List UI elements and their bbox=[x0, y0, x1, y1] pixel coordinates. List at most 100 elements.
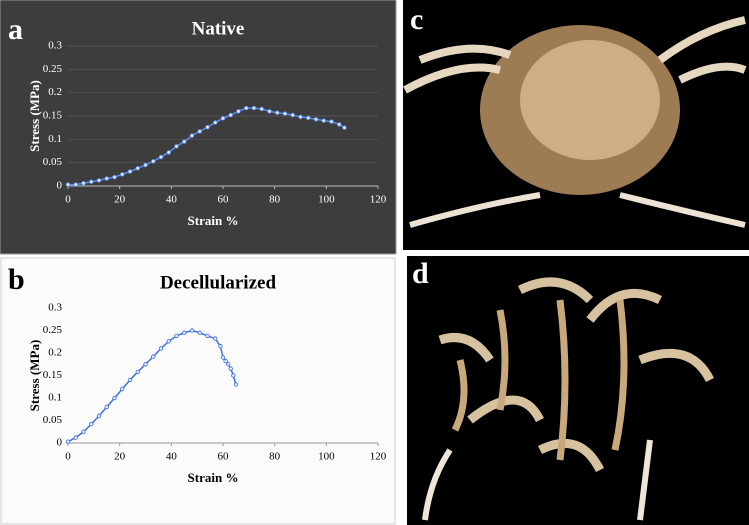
data-point bbox=[197, 330, 202, 335]
chart-title: Decellularized bbox=[160, 272, 277, 293]
data-point bbox=[127, 169, 133, 174]
x-tick-label: 120 bbox=[370, 451, 387, 463]
data-point bbox=[120, 172, 125, 177]
y-tick-label: 0.2 bbox=[48, 347, 62, 359]
chart-title: Native bbox=[192, 18, 245, 39]
x-tick-label: 80 bbox=[269, 451, 281, 463]
y-tick-label: 0 bbox=[57, 180, 63, 192]
x-tick-label: 40 bbox=[166, 451, 178, 463]
data-point bbox=[218, 344, 223, 349]
data-point bbox=[205, 124, 210, 130]
data-point bbox=[313, 117, 319, 122]
data-point bbox=[174, 333, 179, 339]
y-tick-label: 0.25 bbox=[43, 324, 63, 336]
data-point bbox=[233, 382, 239, 387]
data-point bbox=[174, 144, 179, 149]
data-point bbox=[321, 118, 326, 123]
data-point bbox=[337, 122, 342, 127]
x-tick-label: 100 bbox=[318, 451, 335, 463]
x-tick-label: 60 bbox=[218, 451, 230, 463]
data-point bbox=[65, 439, 71, 444]
y-tick-label: 0.3 bbox=[48, 40, 62, 52]
data-point bbox=[135, 369, 140, 375]
x-axis-label: Strain % bbox=[188, 213, 239, 228]
y-tick-label: 0.25 bbox=[43, 63, 63, 75]
data-point bbox=[275, 110, 280, 115]
y-tick-label: 0.15 bbox=[43, 369, 63, 381]
data-point bbox=[112, 174, 117, 180]
y-tick-label: 0.1 bbox=[48, 392, 62, 404]
image-d bbox=[407, 256, 749, 525]
data-point bbox=[298, 114, 303, 120]
data-point bbox=[182, 330, 187, 335]
data-point bbox=[267, 109, 272, 114]
data-point bbox=[65, 182, 71, 187]
data-point bbox=[244, 105, 249, 111]
data-point bbox=[104, 404, 109, 410]
panel-label: c bbox=[410, 3, 423, 36]
data-point bbox=[205, 333, 210, 339]
data-point bbox=[89, 179, 94, 184]
panel-b-bg bbox=[0, 257, 396, 525]
data-point bbox=[306, 115, 311, 121]
data-point bbox=[120, 386, 125, 392]
data-point bbox=[112, 395, 117, 401]
x-tick-label: 20 bbox=[114, 451, 126, 463]
y-tick-label: 0.15 bbox=[43, 110, 63, 122]
data-point bbox=[151, 354, 156, 359]
data-point bbox=[251, 105, 257, 111]
data-point bbox=[231, 373, 236, 378]
image-c bbox=[403, 0, 749, 250]
y-tick-label: 0.2 bbox=[48, 86, 62, 98]
data-point bbox=[282, 111, 288, 116]
data-point bbox=[342, 125, 347, 130]
data-point bbox=[228, 366, 233, 371]
data-point bbox=[189, 133, 195, 138]
data-point bbox=[151, 159, 156, 164]
data-point bbox=[81, 180, 86, 186]
data-point bbox=[158, 346, 164, 351]
data-point bbox=[197, 129, 202, 134]
x-axis-label: Strain % bbox=[188, 470, 239, 485]
x-tick-label: 20 bbox=[114, 194, 126, 206]
data-point bbox=[96, 178, 102, 183]
data-point bbox=[166, 339, 171, 344]
x-tick-label: 100 bbox=[318, 194, 335, 206]
data-point bbox=[104, 176, 109, 181]
data-point bbox=[73, 182, 78, 187]
data-point bbox=[223, 358, 228, 364]
data-point bbox=[236, 109, 241, 114]
y-tick-label: 0.05 bbox=[43, 414, 63, 426]
data-point bbox=[220, 355, 226, 360]
data-point bbox=[81, 429, 86, 434]
data-point bbox=[182, 139, 187, 144]
data-point bbox=[96, 413, 102, 419]
data-point bbox=[73, 435, 78, 440]
x-tick-label: 0 bbox=[65, 194, 71, 206]
y-tick-label: 0 bbox=[57, 437, 63, 449]
panel-label: a bbox=[8, 13, 23, 46]
data-point bbox=[189, 328, 195, 333]
y-tick-label: 0.1 bbox=[48, 133, 62, 145]
data-point bbox=[127, 377, 133, 383]
y-axis-label: Stress (MPa) bbox=[27, 80, 42, 152]
y-tick-label: 0.3 bbox=[48, 302, 62, 314]
data-point bbox=[220, 116, 226, 121]
panel-label: d bbox=[412, 257, 429, 290]
data-point bbox=[143, 162, 148, 168]
data-point bbox=[166, 150, 171, 155]
data-point bbox=[290, 112, 295, 118]
data-point bbox=[329, 119, 334, 124]
panel-label: b bbox=[8, 263, 25, 296]
x-tick-label: 0 bbox=[65, 451, 71, 463]
data-point bbox=[213, 120, 218, 125]
data-point bbox=[225, 362, 231, 367]
x-tick-label: 60 bbox=[218, 194, 230, 206]
data-point bbox=[259, 106, 264, 112]
y-tick-label: 0.05 bbox=[43, 156, 63, 168]
data-point bbox=[143, 362, 148, 367]
y-axis-label: Stress (MPa) bbox=[27, 340, 42, 412]
data-point bbox=[213, 336, 218, 341]
data-point bbox=[89, 421, 94, 427]
